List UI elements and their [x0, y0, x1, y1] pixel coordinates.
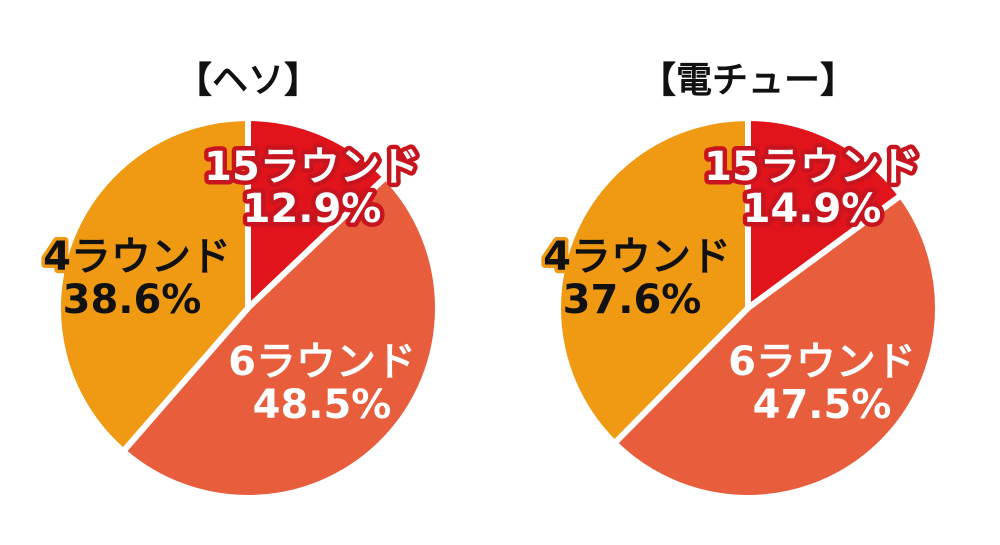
slice-value-15-round: 12.9%	[243, 186, 382, 232]
slice-6-round	[611, 192, 941, 501]
slice-label-6-round: 6ラウンド	[228, 339, 416, 385]
chart-title: 【ヘソ】	[176, 60, 320, 101]
chart-title: 【電チュー】	[640, 60, 856, 101]
slice-4-round	[55, 115, 251, 455]
slice-value-6-round: 48.5%	[253, 382, 392, 428]
slice-label-4-round: 4ラウンド	[543, 234, 731, 280]
pie-chart-heso: 【ヘソ】 15ラウンド 12.9% 6ラウンド 48.5% 4ラウンド 38.6…	[40, 60, 441, 501]
slice-15-round	[745, 115, 905, 311]
slice-label-15-round: 15ラウンド	[204, 144, 420, 190]
pie-chart-denchu: 【電チュー】 15ラウンド 14.9% 6ラウンド 47.5% 4ラウンド 37…	[540, 60, 941, 501]
slices	[555, 115, 941, 501]
slice-label-4-round: 4ラウンド	[43, 234, 231, 280]
slice-label-15-round: 15ラウンド	[704, 144, 920, 190]
slice-4-round	[555, 115, 751, 447]
slice-labels: 15ラウンド 14.9% 6ラウンド 47.5% 4ラウンド 37.6%	[540, 140, 925, 429]
slice-value-4-round: 37.6%	[563, 277, 702, 323]
slice-15-round	[245, 115, 389, 311]
slices	[55, 115, 441, 501]
slice-label-6-round: 6ラウンド	[728, 339, 916, 385]
slice-value-15-round: 14.9%	[743, 186, 882, 232]
slice-value-4-round: 38.6%	[63, 277, 202, 323]
slice-labels: 15ラウンド 12.9% 6ラウンド 48.5% 4ラウンド 38.6%	[40, 140, 425, 429]
slice-value-6-round: 47.5%	[753, 382, 892, 428]
slice-6-round	[120, 174, 441, 501]
